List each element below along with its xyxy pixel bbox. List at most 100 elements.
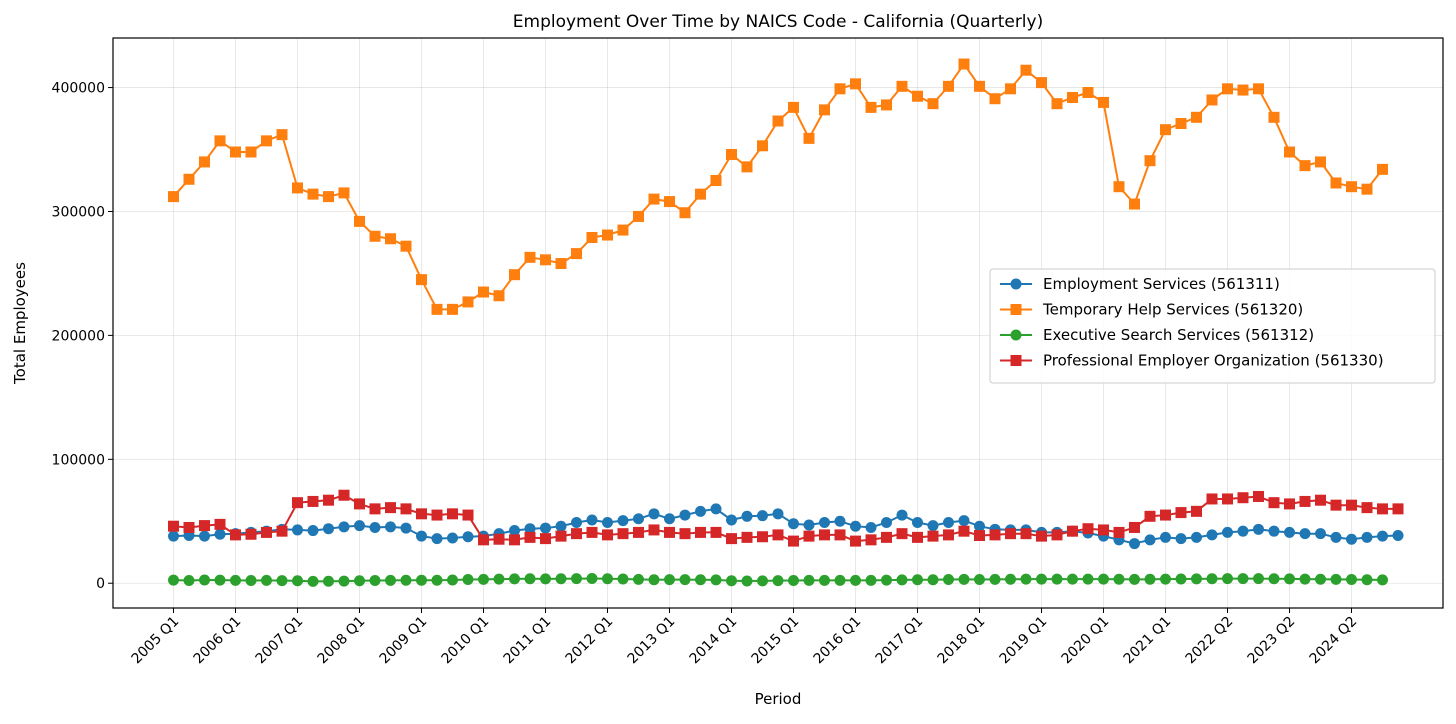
data-point [834,515,846,527]
data-point [1377,530,1388,542]
data-point [1129,198,1140,210]
data-point [1377,574,1388,586]
data-point [788,101,799,113]
x-tick-label: 2019 Q1 [997,614,1051,668]
data-point [788,518,799,530]
data-point [633,513,644,525]
data-point [1160,124,1171,136]
data-point [881,99,892,111]
data-point [1268,573,1280,585]
data-point [323,575,334,587]
legend: Employment Services (561311) Temporary He… [989,268,1436,384]
data-point [307,495,319,507]
data-point [1098,573,1109,585]
data-point [1330,531,1342,543]
data-point [400,240,412,252]
data-point [230,529,241,541]
data-point [1222,83,1233,95]
data-point [1005,528,1016,540]
legend-marker [1010,329,1022,341]
data-point [710,175,722,186]
data-point [400,574,412,586]
data-point [447,303,458,315]
data-point [1144,573,1156,585]
data-point [292,575,303,587]
data-point [431,574,443,586]
data-point [354,215,365,227]
data-point [664,574,675,586]
data-point [741,161,753,173]
data-point [772,508,784,520]
legend-box [989,268,1436,384]
data-point [788,574,799,586]
data-point [524,523,536,535]
data-point [958,573,970,585]
data-point [571,517,582,528]
x-tick-label: 2013 Q1 [625,614,679,668]
data-point [664,196,675,208]
data-point [927,520,939,532]
data-point [571,573,582,585]
data-point [1315,573,1326,585]
data-point [958,515,970,527]
data-point [431,509,443,521]
data-point [927,98,939,110]
data-point [664,513,675,525]
data-point [462,509,474,521]
y-axis: 0 100000 200000 300000 400000 [52,81,113,592]
data-point [509,525,520,537]
data-point [416,574,427,586]
data-point [307,525,319,537]
data-point [1005,83,1016,95]
x-tick-label: 2016 Q1 [811,614,865,668]
data-point [493,533,505,545]
data-point [865,574,877,586]
data-point [1253,490,1264,502]
data-point [199,520,210,532]
data-point [989,93,1001,105]
data-point [478,534,489,546]
legend-label: Professional Employer Organization (5613… [1043,352,1384,370]
data-point [602,573,613,585]
data-point [819,574,830,586]
data-point [788,535,799,547]
data-point [183,574,195,586]
data-point [1346,574,1357,585]
data-point [447,532,458,544]
data-point [695,188,706,200]
data-point [1284,146,1295,158]
data-point [943,80,954,92]
data-point [524,573,536,585]
data-point [633,573,644,585]
data-point [400,522,412,534]
data-point [1020,573,1032,585]
data-point [1051,529,1063,541]
plot-frame [112,37,1444,609]
legend-label: Employment Services (561311) [1043,275,1280,293]
data-point [292,524,303,536]
data-point [1144,510,1156,522]
data-point [245,528,257,540]
data-point [943,517,954,528]
data-point [1299,573,1311,585]
data-point [912,90,923,102]
data-point [803,132,815,144]
data-point [1253,523,1264,535]
y-tick-label: 100000 [52,452,105,468]
data-point [478,286,489,298]
chart-title: Employment Over Time by NAICS Code - Cal… [513,12,1043,32]
data-point [896,574,908,586]
data-point [168,191,179,203]
data-point [323,191,334,203]
data-point [1377,503,1388,515]
data-point [850,574,861,586]
data-point [1036,77,1047,89]
data-point [850,535,861,547]
data-point [664,526,675,538]
data-point [896,509,908,521]
data-point [214,528,226,540]
data-point [261,135,272,147]
data-point [555,258,567,270]
data-point [354,498,365,510]
